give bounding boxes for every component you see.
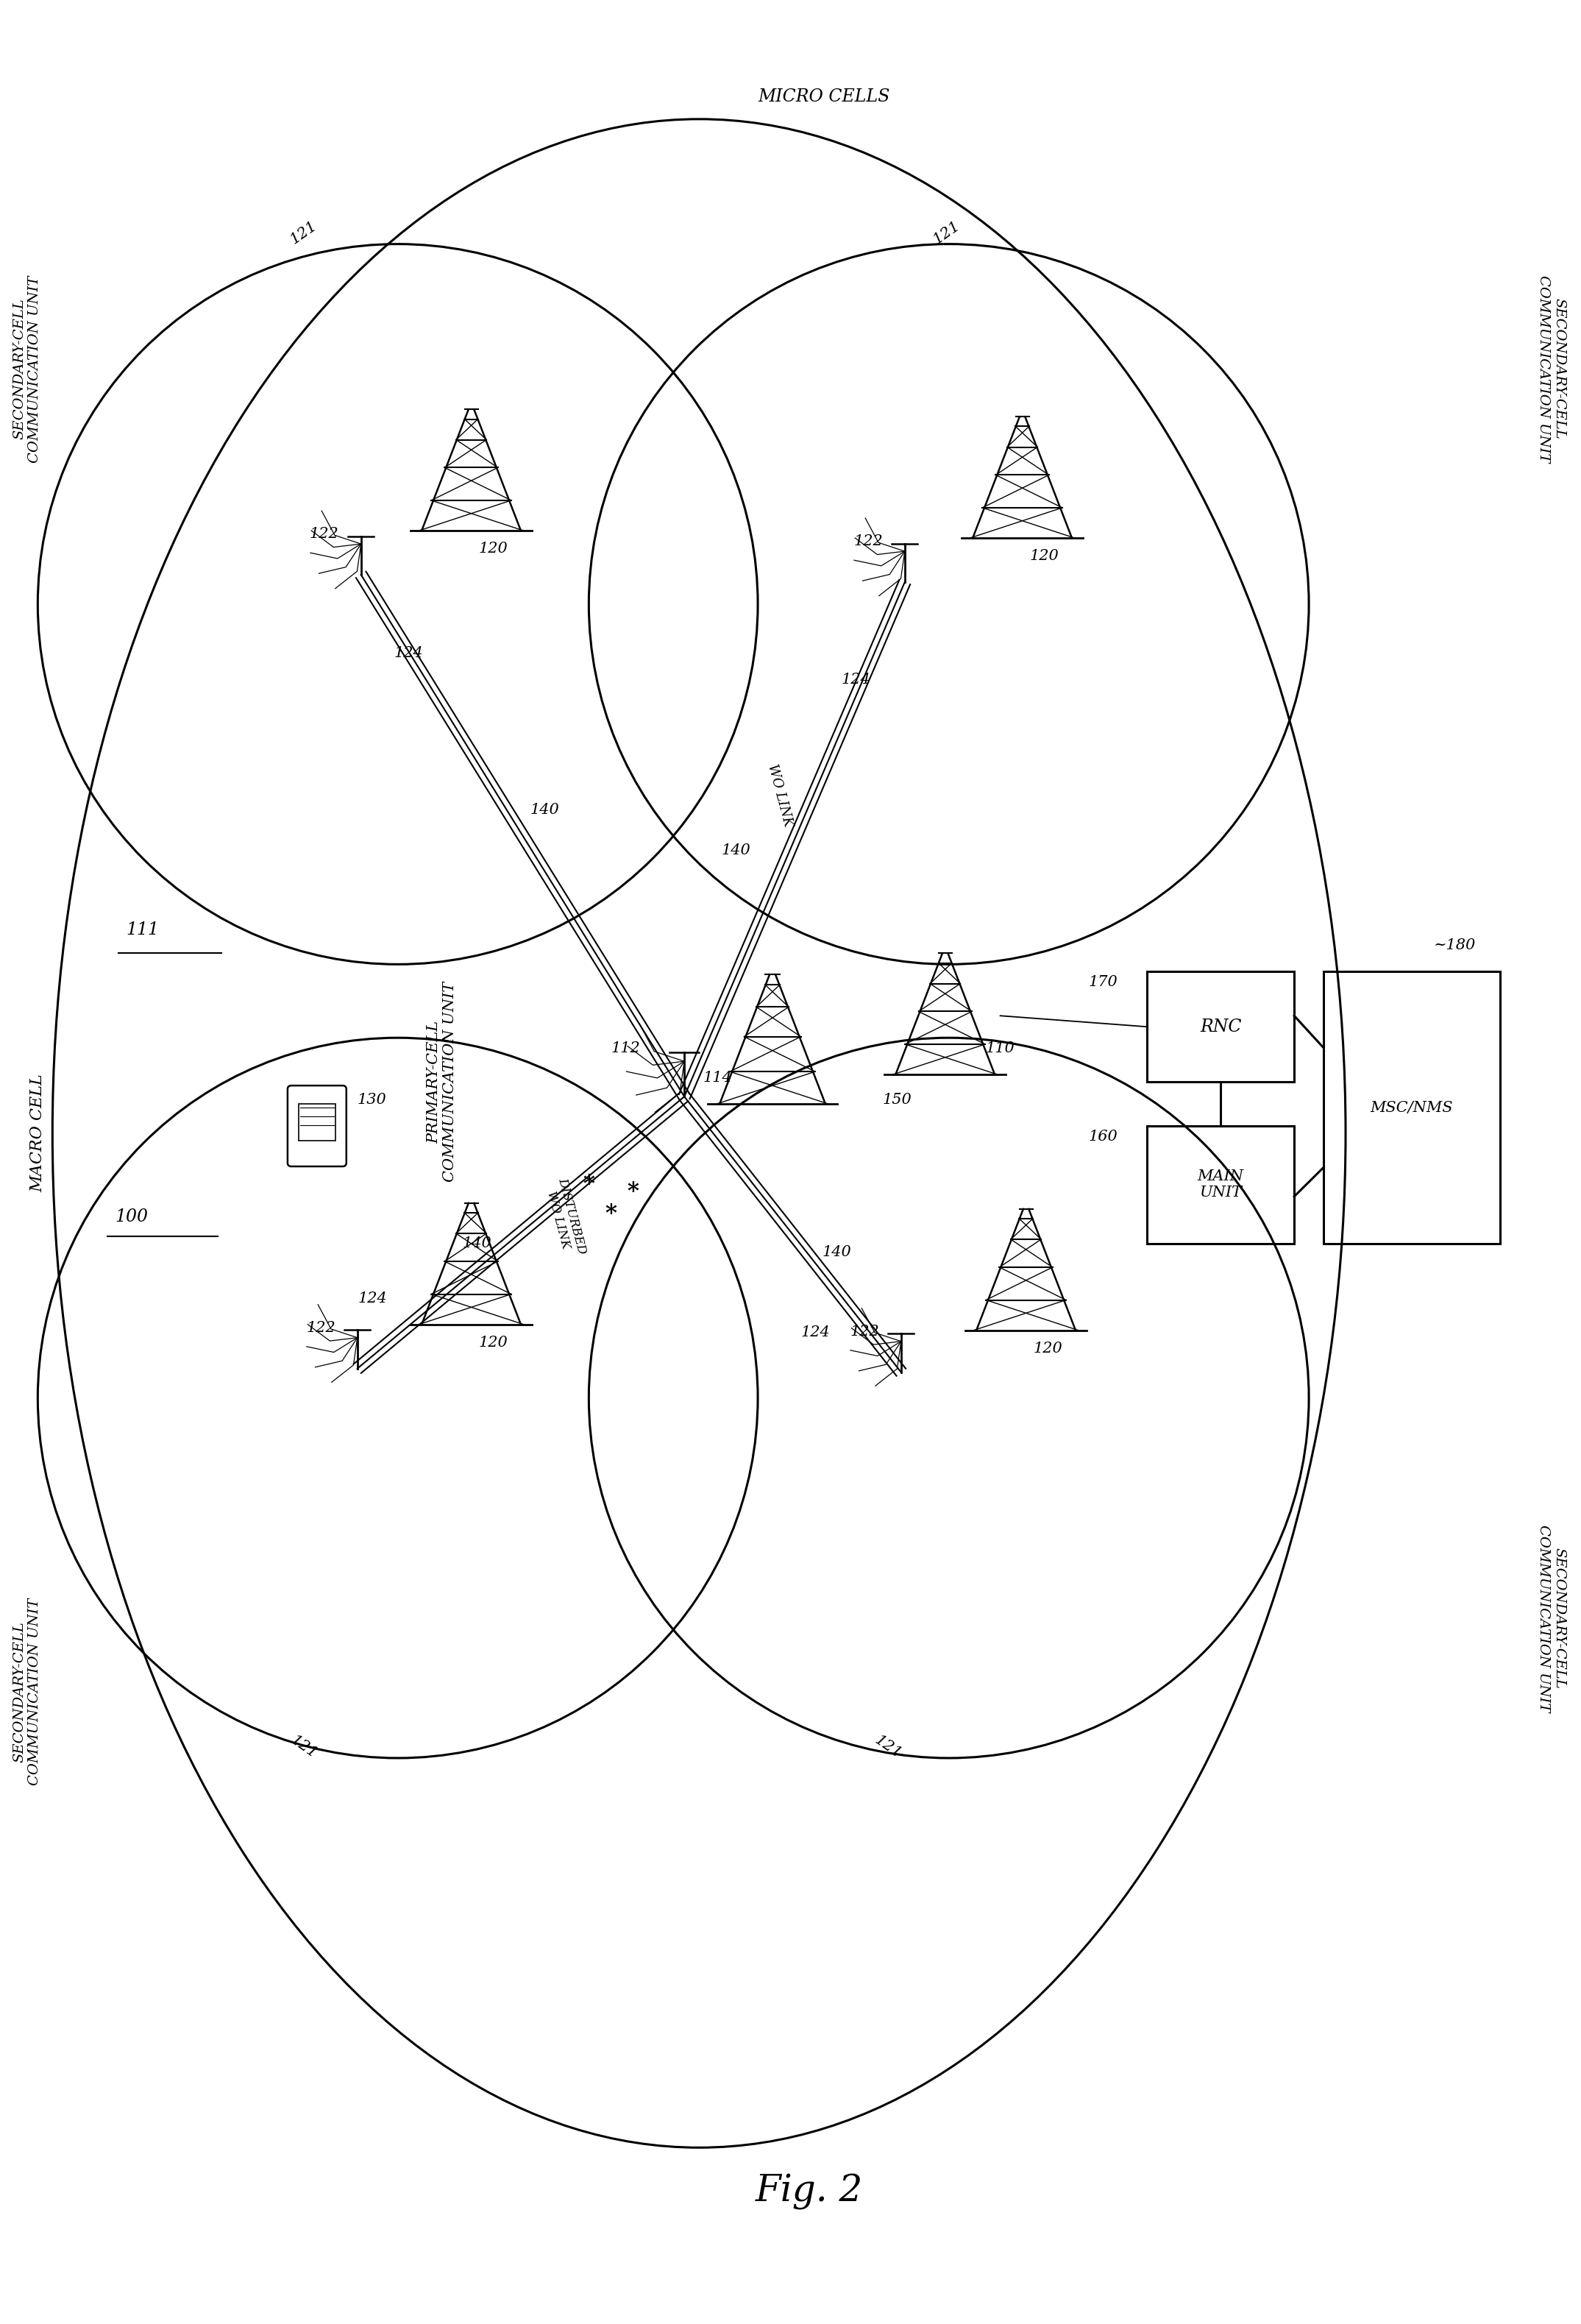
- Text: 124: 124: [394, 646, 424, 660]
- Text: SECONDARY-CELL
COMMUNICATION UNIT: SECONDARY-CELL COMMUNICATION UNIT: [1537, 1525, 1565, 1713]
- Text: 122: 122: [307, 1320, 335, 1334]
- Text: 122: 122: [851, 1325, 879, 1339]
- Text: SECONDARY-CELL
COMMUNICATION UNIT: SECONDARY-CELL COMMUNICATION UNIT: [13, 1599, 41, 1785]
- Text: *: *: [606, 1204, 617, 1225]
- Text: ~180: ~180: [1434, 939, 1477, 953]
- Text: 121: 121: [871, 1734, 904, 1762]
- Text: 124: 124: [802, 1325, 830, 1339]
- Text: 121: 121: [931, 218, 963, 246]
- Text: SECONDARY-CELL
COMMUNICATION UNIT: SECONDARY-CELL COMMUNICATION UNIT: [1537, 274, 1565, 462]
- Text: RNC: RNC: [1200, 1018, 1241, 1034]
- Text: 122: 122: [310, 528, 338, 541]
- Text: 122: 122: [854, 535, 882, 548]
- Text: *: *: [628, 1181, 639, 1204]
- Text: MSC/NMS: MSC/NMS: [1371, 1102, 1453, 1116]
- Text: 121: 121: [288, 218, 319, 246]
- Text: 120: 120: [1029, 548, 1059, 562]
- Text: 111: 111: [126, 923, 160, 939]
- Text: 140: 140: [822, 1246, 852, 1260]
- Text: DISTURBED
WO LINK: DISTURBED WO LINK: [542, 1176, 588, 1260]
- Text: 160: 160: [1089, 1129, 1118, 1143]
- Text: 140: 140: [530, 802, 560, 816]
- Text: Fig. 2: Fig. 2: [756, 2173, 863, 2210]
- Text: 120: 120: [479, 1336, 508, 1350]
- Text: 140: 140: [721, 844, 751, 858]
- Text: 150: 150: [882, 1092, 912, 1106]
- Text: SECONDARY-CELL
COMMUNICATION UNIT: SECONDARY-CELL COMMUNICATION UNIT: [13, 274, 41, 462]
- Text: 120: 120: [479, 541, 508, 555]
- Bar: [1148, 1127, 1295, 1243]
- Text: 120: 120: [1034, 1341, 1062, 1355]
- Text: 112: 112: [610, 1041, 640, 1055]
- Text: 170: 170: [1089, 976, 1118, 990]
- Bar: [1323, 971, 1500, 1243]
- Text: 124: 124: [841, 672, 871, 686]
- Text: 100: 100: [115, 1208, 149, 1225]
- Text: *: *: [583, 1174, 594, 1197]
- Bar: [1148, 971, 1295, 1083]
- Text: MAIN
UNIT: MAIN UNIT: [1197, 1169, 1244, 1199]
- Bar: [299, 1104, 335, 1141]
- Text: 114: 114: [702, 1071, 732, 1085]
- Text: MACRO CELL: MACRO CELL: [30, 1074, 46, 1192]
- Text: PRIMARY-CELL
COMMUNICATION UNIT: PRIMARY-CELL COMMUNICATION UNIT: [427, 981, 457, 1183]
- Text: 124: 124: [359, 1292, 387, 1306]
- Text: 140: 140: [462, 1236, 492, 1250]
- Text: 121: 121: [288, 1734, 319, 1762]
- Text: 110: 110: [985, 1041, 1015, 1055]
- Text: 130: 130: [357, 1092, 387, 1106]
- Text: WO LINK: WO LINK: [765, 762, 795, 827]
- Text: MICRO CELLS: MICRO CELLS: [757, 88, 890, 105]
